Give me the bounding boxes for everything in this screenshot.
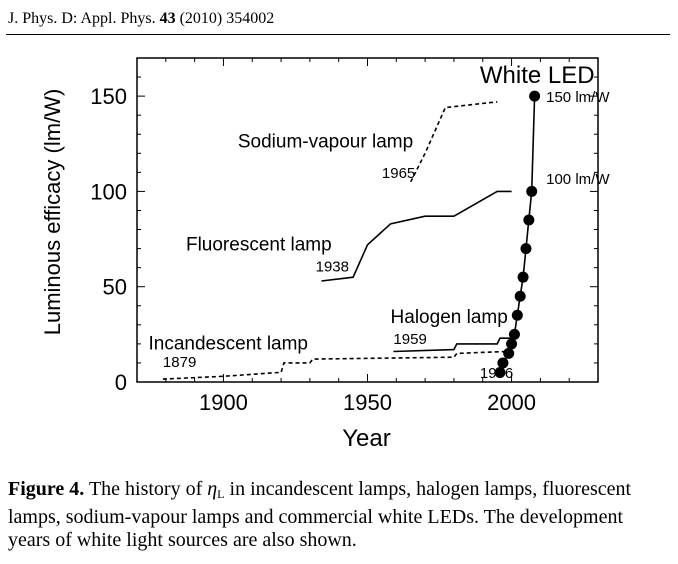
caption-symbol-sub: L [217,487,225,501]
journal-year-article: (2010) 354002 [179,10,275,27]
y-tick-label: 50 [103,275,127,300]
series-year-label: 1879 [163,354,196,371]
led-data-point [529,90,541,102]
led-data-point [503,347,515,359]
series-year-label: 1959 [393,331,426,348]
series-line-3 [409,101,498,183]
caption-symbol: η [207,478,218,500]
series-name-label: Incandescent lamp [149,334,309,355]
journal-name: J. Phys. D: Appl. Phys. [8,10,156,27]
y-tick-label: 150 [90,84,127,109]
x-axis-label: Year [342,425,391,452]
annotation-100: 100 lm/W [546,171,610,188]
journal-header: J. Phys. D: Appl. Phys. 43 (2010) 354002 [8,10,274,28]
series-line-0 [162,350,506,380]
x-tick-label: 1950 [343,390,392,415]
series-year-label: 1965 [382,165,415,182]
caption-text-before: The history of [88,478,203,500]
led-data-point [506,338,518,350]
series-year-label: 1938 [316,258,349,275]
x-tick-label: 2000 [487,390,536,415]
led-data-point [508,328,520,340]
led-data-point [494,366,506,378]
series-name-label: Fluorescent lamp [186,234,332,255]
y-tick-label: 0 [115,370,127,395]
efficacy-chart: 1900 1950 2000 0 50 100 150 Year Luminous effica… [40,57,610,452]
header-rule [6,34,670,35]
led-data-point [497,357,509,369]
series-name-label: White LED [480,62,595,89]
series-line-2 [321,190,512,282]
x-tick-label: 1900 [199,390,248,415]
annotation-150: 150 lm/W [546,89,610,106]
y-tick-label: 100 [90,179,127,204]
y-axis-label: Luminous efficacy (lm/W) [40,89,65,336]
series-year-label: 1996 [480,365,513,382]
caption-text-after: in incandescent lamps, halogen lamps, fl… [8,478,632,551]
figure-caption: Figure 4. The history of ηL in incandesc… [8,478,670,552]
led-data-point [526,185,538,197]
journal-volume: 43 [159,10,176,27]
series-line-1 [393,337,512,353]
led-data-point [514,290,526,302]
series-name-label: Sodium-vapour lamp [238,132,413,153]
caption-label: Figure 4. [8,478,85,500]
led-data-point [523,214,535,226]
series-name-label: Halogen lamp [391,307,508,328]
led-data-point [517,271,529,283]
led-data-point [511,309,523,321]
led-data-point [520,243,532,255]
